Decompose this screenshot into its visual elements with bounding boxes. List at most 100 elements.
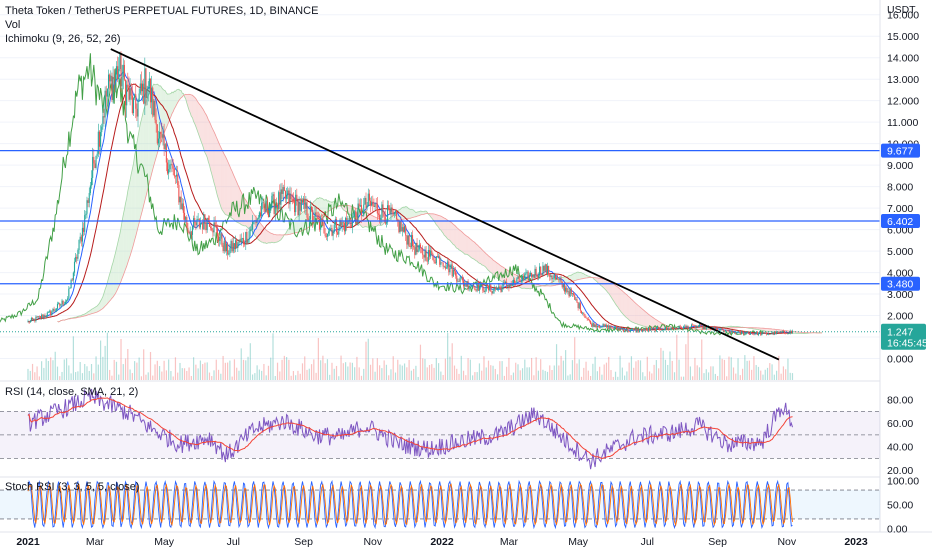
volume-bar (694, 357, 696, 380)
cloud-segment (122, 214, 124, 279)
candle-body (27, 321, 29, 322)
volume-bar (485, 367, 487, 380)
cloud-segment (762, 328, 765, 331)
volume-bar (431, 364, 433, 380)
candle-body (365, 197, 367, 208)
volume-bar (578, 359, 580, 380)
rsi-legend[interactable]: RSI (14, close, SMA, 21, 2) (5, 386, 138, 398)
price-tick-label: 2.000 (887, 311, 913, 323)
candle-body (590, 320, 592, 324)
volume-bar (415, 365, 417, 380)
volume-legend[interactable]: Vol (5, 19, 20, 31)
cloud-segment (465, 235, 467, 255)
volume-bar (755, 365, 757, 380)
candle-body (185, 217, 187, 220)
candle-body (451, 264, 453, 277)
cloud-segment (130, 174, 132, 256)
volume-bar (313, 359, 315, 380)
volume-bar (782, 366, 785, 380)
volume-bar (435, 358, 437, 380)
cloud-segment (98, 303, 100, 312)
cloud-segment (601, 278, 604, 288)
candle-body (329, 228, 331, 232)
candle-body (542, 265, 544, 276)
cloud-segment (485, 252, 487, 268)
cloud-segment (331, 201, 334, 210)
candle-body (565, 287, 567, 292)
trendline[interactable] (110, 48, 780, 361)
price-pane[interactable] (0, 14, 880, 380)
price-axis[interactable]: 16.00015.00014.00013.00012.00011.00010.0… (881, 10, 928, 366)
volume-bar (617, 376, 619, 380)
rsi-axis[interactable]: 80.00 60.00 40.00 20.00 (887, 395, 913, 478)
candle-body (109, 74, 111, 82)
candle-body (486, 284, 488, 286)
volume-bar (206, 362, 208, 380)
volume-bar (669, 351, 671, 380)
candle-body (538, 266, 541, 276)
stoch-axis[interactable]: 100.00 50.00 0.00 (887, 475, 919, 535)
candle-body (579, 303, 581, 311)
cloud-segment (348, 205, 351, 215)
candle-body (642, 329, 644, 332)
cloud-segment (227, 161, 229, 217)
horizontal-levels[interactable] (0, 149, 880, 285)
cloud-segment (121, 221, 123, 282)
cloud-segment (470, 238, 472, 258)
volume-bar (546, 371, 549, 380)
downtrend-line[interactable] (110, 48, 780, 361)
volume-bar (140, 376, 143, 380)
stoch-legend[interactable]: Stoch RSI (3, 3, 5, 5, close) (5, 481, 140, 493)
cloud-segment (460, 230, 462, 252)
candle-body (637, 328, 639, 332)
cloud-segment (630, 298, 632, 322)
cloud-segment (608, 281, 610, 296)
candle-body (73, 261, 76, 273)
volume-bar (27, 368, 29, 380)
candle-body (771, 332, 773, 334)
volume-bar (655, 360, 657, 380)
price-tick-label: 14.000 (887, 53, 919, 65)
candle-body (299, 202, 301, 211)
cloud-segment (138, 129, 140, 228)
cloud-segment (373, 216, 376, 227)
candle-body (677, 328, 679, 330)
cloud-segment (300, 213, 302, 232)
cloud-segment (93, 307, 95, 314)
candle-body (103, 116, 105, 118)
stoch-rsi-pane[interactable] (0, 479, 880, 530)
ichimoku-legend[interactable]: Ichimoku (9, 26, 52, 26) (5, 33, 121, 45)
candle-body (331, 228, 333, 236)
volume-bar (551, 370, 553, 380)
volume-bar (122, 364, 124, 380)
candle-body (400, 221, 402, 232)
candle-body (636, 328, 638, 332)
candle-body (112, 77, 114, 100)
cloud-segment (204, 112, 207, 155)
volume-bar (689, 366, 691, 380)
volume-bar (664, 359, 667, 380)
cloud-segment (409, 208, 411, 219)
volume-bar (217, 369, 220, 380)
candle-body (585, 317, 587, 319)
volume-bar (603, 364, 605, 380)
candle-body (389, 209, 391, 215)
cloud-segment (404, 206, 406, 219)
cloud-segment (193, 96, 195, 124)
cloud-segment (452, 223, 454, 245)
volume-bar (442, 374, 444, 380)
cloud-segment (210, 124, 212, 174)
volume-bar (501, 361, 503, 380)
cloud-segment (401, 207, 403, 220)
candle-body (188, 231, 190, 234)
candle-body (236, 240, 238, 249)
rsi-pane[interactable] (0, 388, 880, 470)
volume-bar (211, 376, 213, 380)
candle-body (683, 326, 685, 330)
time-axis[interactable]: 2021 Mar May Jul Sep Nov 2022 Mar May Jul Sep Nov 20… (16, 536, 868, 548)
volume-bar (276, 362, 279, 380)
candle-body (283, 187, 285, 191)
volume-bar (281, 359, 283, 380)
cloud-segment (269, 232, 271, 243)
